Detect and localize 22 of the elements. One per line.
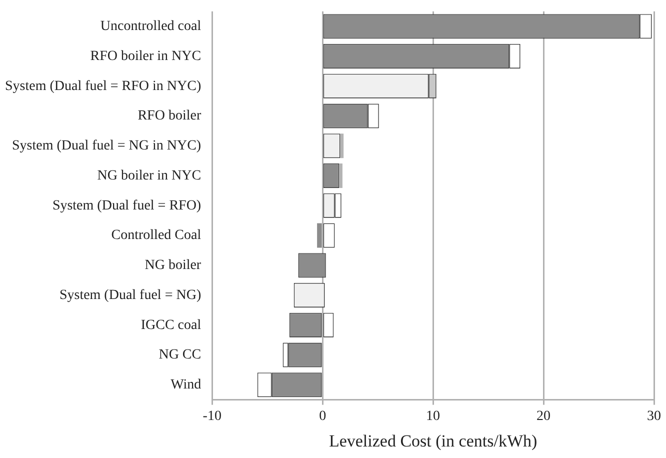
bar <box>317 223 322 248</box>
y-tick-label: RFO boiler in NYC <box>90 48 202 64</box>
y-tick-label: NG boiler in NYC <box>97 168 202 184</box>
y-tick-label: NG CC <box>158 348 202 363</box>
y-tick-label: Uncontrolled coal <box>100 19 202 34</box>
y-tick-label: Wind <box>170 378 202 393</box>
x-tick-label: 20 <box>536 408 551 424</box>
x-tick-label: 10 <box>426 408 440 424</box>
bar <box>340 134 344 158</box>
x-tick-label: 0 <box>319 408 326 424</box>
y-tick-label: Controlled Coal <box>111 228 202 244</box>
y-tick-label: IGCC coal <box>140 318 202 333</box>
x-tick-label: -10 <box>202 408 222 424</box>
y-tick-label: NG boiler <box>144 258 202 274</box>
x-tick-label: 30 <box>647 408 661 424</box>
y-tick-label: RFO boiler <box>138 108 202 124</box>
bar <box>339 163 342 188</box>
y-tick-label: System (Dual fuel = NG in NYC) <box>12 138 202 154</box>
y-tick-label: System (Dual fuel = RFO in NYC) <box>5 78 202 94</box>
y-tick-label: System (Dual fuel = NG) <box>59 288 202 303</box>
y-tick-label: System (Dual fuel = RFO) <box>52 198 202 214</box>
x-axis-title: Levelized Cost (in cents/kWh) <box>328 431 538 450</box>
